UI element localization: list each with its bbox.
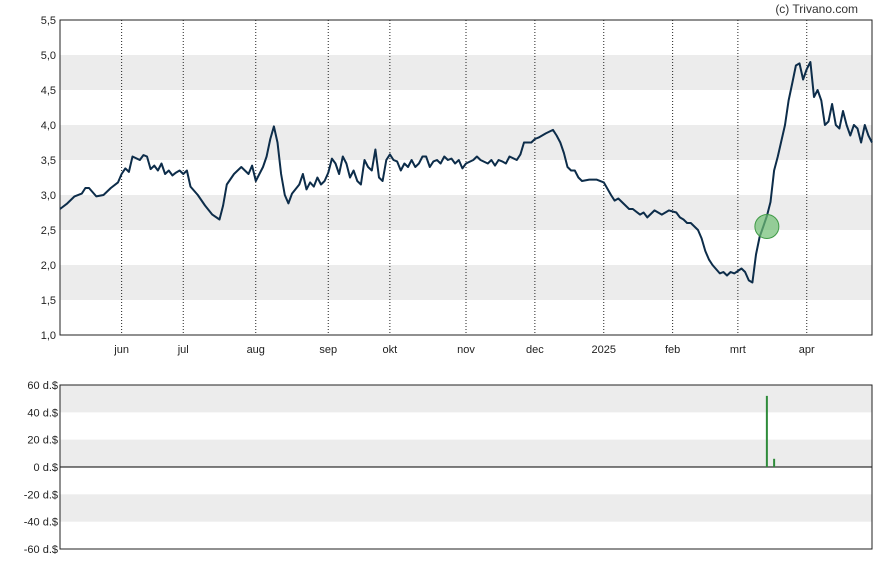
y-tick-label: 4,5: [41, 85, 56, 97]
y-tick-label: 3,0: [41, 190, 56, 202]
x-tick-label: apr: [799, 344, 815, 356]
x-tick-label: nov: [457, 344, 475, 356]
price-frame: [59, 19, 873, 336]
price-series-line: [59, 61, 873, 284]
x-tick-label: feb: [665, 344, 680, 356]
y-tick-label: 5,0: [41, 50, 56, 62]
x-tick-label: okt: [383, 344, 398, 356]
x-tick-label: 2025: [592, 344, 616, 356]
price-band: [60, 125, 872, 160]
y-tick-label: 1,5: [41, 295, 56, 307]
y-tick-label: 5,5: [41, 15, 56, 27]
x-tick-label: jul: [177, 344, 189, 356]
insider-marker: [754, 214, 780, 239]
y-tick-label: 3,5: [41, 155, 56, 167]
x-tick-label: aug: [247, 344, 265, 356]
price-band: [60, 55, 872, 90]
volume-y-tick-label: -20 d.$: [24, 489, 58, 501]
x-tick-label: sep: [319, 344, 337, 356]
price-band: [60, 265, 872, 300]
volume-band: [60, 494, 872, 522]
y-tick-label: 2,5: [41, 225, 56, 237]
volume-y-tick-label: 40 d.$: [27, 407, 58, 419]
x-tick-label: mrt: [730, 344, 746, 356]
x-tick-label: jun: [113, 344, 129, 356]
volume-band: [60, 385, 872, 413]
y-tick-label: 4,0: [41, 120, 56, 132]
volume-y-tick-label: -60 d.$: [24, 544, 58, 556]
volume-y-tick-label: 0 d.$: [34, 462, 58, 474]
volume-y-tick-label: 60 d.$: [27, 380, 58, 392]
credit-label: (c) Trivano.com: [775, 2, 858, 16]
y-tick-label: 1,0: [41, 330, 56, 342]
volume-y-tick-label: 20 d.$: [27, 435, 58, 447]
volume-y-tick-label: -40 d.$: [24, 517, 58, 529]
volume-band: [60, 439, 872, 467]
volume-frame: [59, 384, 873, 550]
y-tick-label: 2,0: [41, 260, 56, 272]
x-tick-label: dec: [526, 344, 544, 356]
